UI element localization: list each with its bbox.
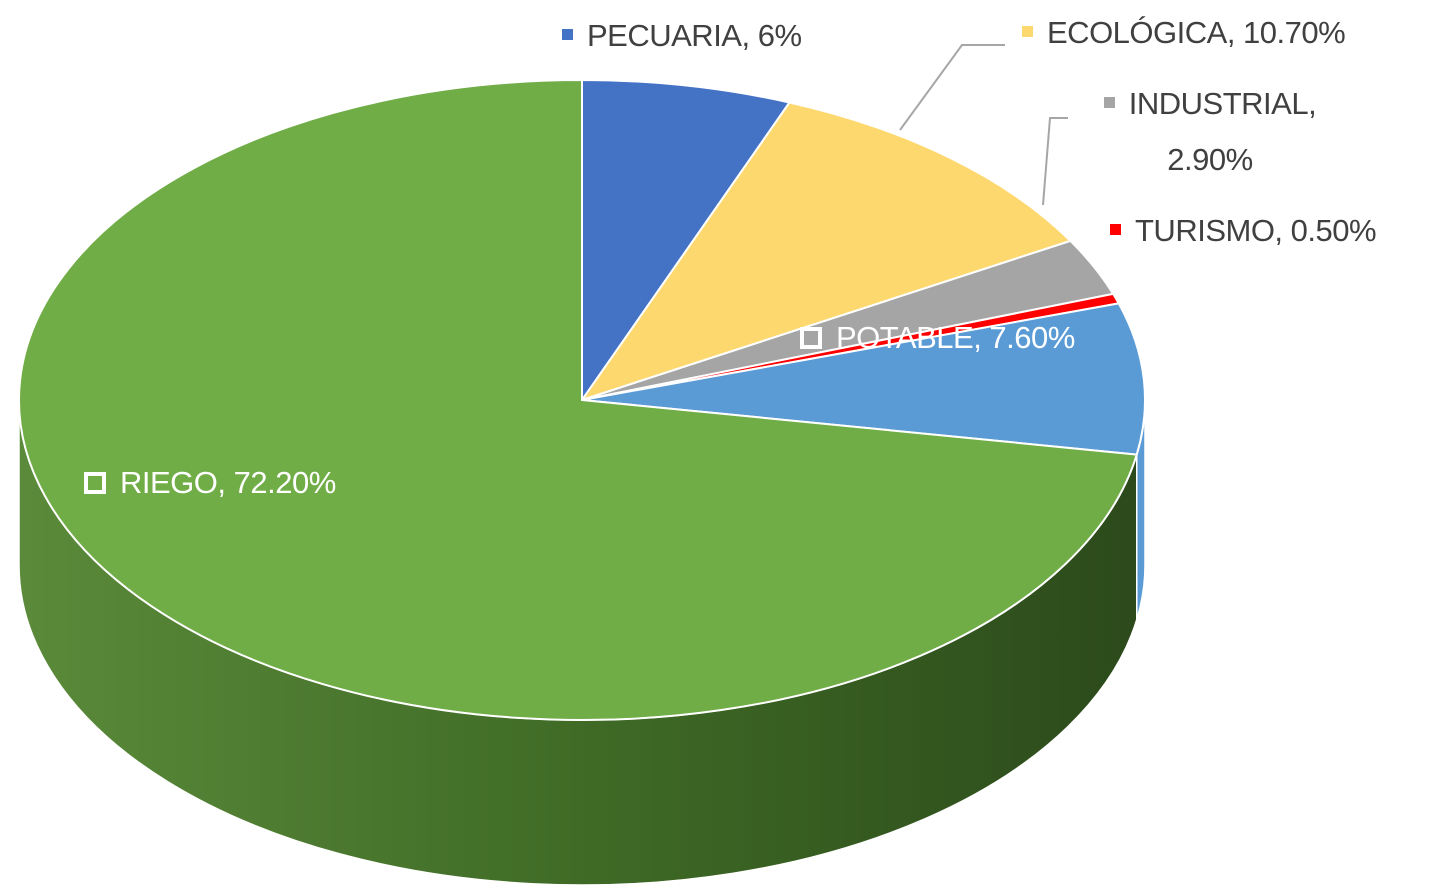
label-text: TURISMO, 0.50%: [1135, 213, 1377, 248]
leader-line: [1042, 117, 1068, 206]
pie-slice: [579, 101, 1073, 402]
label-key: [1103, 97, 1115, 109]
data-label: INDUSTRIAL, 2.90%: [1090, 76, 1330, 188]
label-key: [84, 471, 106, 494]
data-label: PECUARIA, 6%: [562, 8, 802, 64]
label-text: RIEGO, 72.20%: [120, 465, 336, 500]
data-label: POTABLE, 7.60%: [800, 310, 1075, 366]
label-key: [1022, 26, 1033, 38]
data-label: ECOLÓGICA, 10.70%: [1022, 5, 1346, 61]
pie-tops: [17, 78, 1146, 721]
data-label: RIEGO, 72.20%: [84, 455, 336, 511]
label-key: [1110, 224, 1121, 236]
label-text: INDUSTRIAL, 2.90%: [1128, 86, 1317, 177]
label-key: [562, 29, 573, 41]
pie-slice: [581, 302, 1146, 456]
pie-slice: [17, 78, 1139, 721]
label-text: PECUARIA, 6%: [587, 18, 802, 53]
label-text: POTABLE, 7.60%: [836, 320, 1075, 355]
label-text: ECOLÓGICA, 10.70%: [1047, 15, 1346, 50]
label-key: [800, 326, 822, 349]
data-label: TURISMO, 0.50%: [1110, 203, 1377, 259]
leader-line: [899, 44, 1005, 131]
pie-slice: [581, 78, 792, 404]
